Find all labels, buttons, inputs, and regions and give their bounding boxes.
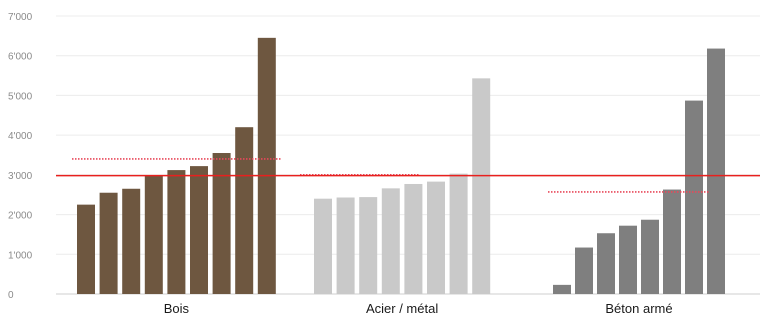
- x-axis: Bois Acier / métal Béton armé: [164, 301, 673, 316]
- bar: [707, 48, 725, 294]
- bar: [472, 78, 491, 294]
- bar: [381, 188, 400, 294]
- y-tick-label: 7'000: [8, 12, 33, 23]
- category-label: Bois: [164, 301, 190, 316]
- bar: [235, 127, 254, 294]
- bar: [257, 37, 276, 294]
- bar: [212, 153, 231, 294]
- bar-group: [77, 37, 276, 294]
- bar: [359, 197, 378, 294]
- bar: [663, 189, 681, 294]
- y-axis: 0 1'000 2'000 3'000 4'000 5'000 6'000 7'000: [8, 12, 33, 301]
- bar: [190, 166, 208, 294]
- y-tick-label: 1'000: [8, 250, 33, 261]
- bar: [404, 183, 423, 294]
- y-tick-label: 5'000: [8, 91, 33, 102]
- bar: [685, 100, 703, 294]
- bar: [575, 247, 593, 294]
- category-label: Béton armé: [605, 301, 672, 316]
- y-tick-label: 6'000: [8, 52, 33, 63]
- bar: [553, 284, 571, 294]
- bar: [144, 175, 163, 294]
- y-tick-label: 0: [8, 290, 14, 301]
- bar: [336, 197, 355, 294]
- bar-group: [553, 48, 725, 294]
- category-label: Acier / métal: [366, 301, 438, 316]
- bar-group: [314, 78, 491, 294]
- bar: [99, 192, 118, 294]
- y-tick-label: 3'000: [8, 171, 33, 182]
- bar: [167, 170, 186, 294]
- bar: [77, 204, 95, 294]
- bar: [314, 198, 332, 294]
- y-tick-label: 4'000: [8, 131, 33, 142]
- bar: [449, 173, 468, 294]
- reference-lines: [56, 158, 760, 193]
- bar: [619, 225, 637, 294]
- bars: [77, 37, 725, 294]
- bar: [641, 219, 659, 294]
- bar: [427, 181, 445, 294]
- bar: [122, 188, 141, 294]
- bar: [597, 233, 615, 294]
- y-tick-label: 2'000: [8, 211, 33, 222]
